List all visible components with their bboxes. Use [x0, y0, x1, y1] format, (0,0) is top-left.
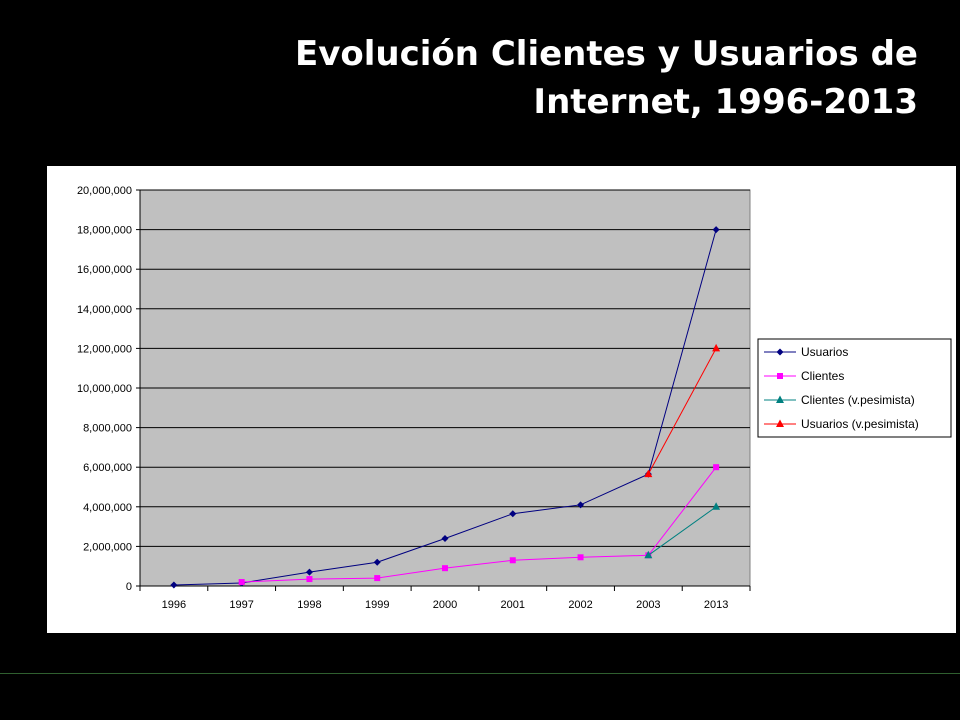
x-tick-label: 1999	[365, 599, 389, 611]
y-tick-label: 6,000,000	[83, 462, 132, 474]
data-point	[305, 568, 313, 576]
data-point	[577, 501, 585, 509]
data-point	[373, 558, 381, 566]
data-point	[442, 565, 448, 572]
series-4	[644, 343, 721, 478]
legend-swatch-marker	[776, 419, 784, 427]
gridlines	[140, 189, 750, 547]
data-point	[577, 554, 584, 561]
data-point	[509, 510, 517, 518]
legend-box	[757, 338, 952, 438]
legend-swatch-marker	[777, 373, 783, 379]
footer-divider	[0, 673, 960, 674]
x-tick-label: 1996	[162, 599, 186, 611]
y-tick-label: 18,000,000	[77, 225, 132, 237]
legend-swatch-marker	[776, 348, 784, 356]
data-point	[509, 557, 516, 564]
data-point	[712, 502, 721, 510]
legend-swatch-marker	[776, 395, 784, 403]
y-tick-label: 0	[126, 581, 132, 593]
data-point	[306, 576, 313, 583]
data-point	[170, 581, 178, 589]
x-tick-label: 2002	[568, 599, 592, 611]
legend-item: Clientes	[764, 369, 844, 383]
slide-title-line1: Evolución Clientes y Usuarios de	[295, 34, 918, 74]
x-tick-label: 2001	[501, 599, 525, 611]
slide-title-line2: Internet, 1996-2013	[533, 82, 918, 122]
data-point	[712, 226, 720, 234]
legend-label: Usuarios	[801, 345, 848, 359]
data-point	[644, 550, 653, 559]
y-tick-label: 12,000,000	[77, 343, 132, 355]
legend-item: Usuarios (v.pesimista)	[764, 417, 919, 431]
legend-item: Clientes (v.pesimista)	[764, 393, 915, 407]
legend-label: Clientes (v.pesimista)	[801, 393, 915, 407]
series-line	[241, 466, 717, 583]
series-line	[647, 348, 717, 475]
y-tick-label: 14,000,000	[77, 304, 132, 316]
y-tick-label: 16,000,000	[77, 264, 132, 276]
x-tick-label: 2013	[704, 599, 728, 611]
data-point	[712, 343, 721, 352]
legend-label: Clientes	[801, 369, 844, 383]
x-tick-label: 2003	[636, 599, 660, 611]
series-3	[644, 502, 721, 559]
data-point	[374, 575, 381, 582]
legend-item: Usuarios	[764, 345, 848, 359]
y-tick-label: 2,000,000	[83, 541, 132, 553]
data-point	[713, 464, 720, 471]
data-point	[441, 534, 449, 542]
data-point	[644, 469, 653, 478]
y-tick-label: 20,000,000	[77, 185, 132, 197]
series	[170, 226, 721, 589]
series-line	[648, 506, 717, 556]
slide-title: Evolución Clientes y Usuarios de Interne…	[60, 30, 918, 126]
line-chart: 0 2,000,000 4,000,000 6,000,000 8,000,000 10,…	[77, 185, 952, 611]
y-tick-label: 10,000,000	[77, 383, 132, 395]
legend: Usuarios Clientes Clientes (v.pesimista) Us…	[757, 338, 952, 438]
y-tick-label: 4,000,000	[83, 502, 132, 514]
x-tick-label: 1998	[297, 599, 321, 611]
y-tick-label: 8,000,000	[83, 423, 132, 435]
chart-panel: 0 2,000,000 4,000,000 6,000,000 8,000,000 10,…	[47, 166, 956, 633]
x-tick-label: 1997	[229, 599, 253, 611]
data-point	[238, 579, 245, 586]
legend-label: Usuarios (v.pesimista)	[801, 417, 919, 431]
axes: 0 2,000,000 4,000,000 6,000,000 8,000,000 10,…	[77, 185, 751, 611]
x-tick-label: 2000	[433, 599, 457, 611]
